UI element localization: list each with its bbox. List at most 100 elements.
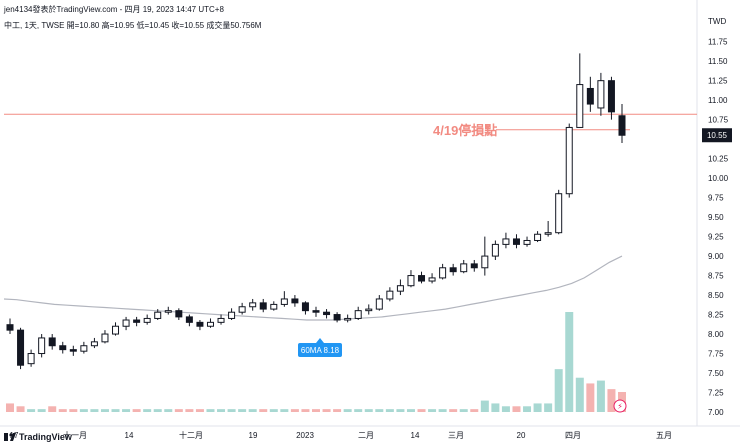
candle-body: [27, 353, 35, 365]
attribution-text: jen4134發表於TradingView.com - 四月 19, 2023 …: [4, 5, 224, 14]
volume-bar: [428, 409, 437, 412]
volume-bar: [6, 403, 14, 412]
volume-bar: [501, 406, 510, 412]
candle-body: [90, 341, 98, 347]
volume-bar: [533, 403, 542, 412]
candle-body: [386, 290, 394, 300]
y-tick-label: 8.25: [708, 311, 724, 320]
y-tick-label: 9.00: [708, 252, 724, 261]
y-tick-label: 10.00: [708, 174, 729, 183]
volume-bar: [217, 409, 226, 412]
volume-bar: [48, 406, 57, 412]
candle-body: [312, 310, 320, 313]
volume-bar: [375, 409, 384, 412]
lightning-icon: ⚡: [617, 402, 623, 411]
candle-body: [80, 345, 88, 352]
volume-bar: [185, 409, 194, 412]
candle-body: [534, 233, 542, 241]
candle-body: [17, 329, 25, 366]
volume-bar: [459, 409, 468, 412]
x-tick-label: 十二月: [179, 430, 203, 440]
volume-bar: [58, 409, 67, 412]
y-tick-label: 10.75: [708, 116, 729, 125]
y-tick-label: 7.50: [708, 369, 724, 378]
x-tick-label: 四月: [565, 431, 581, 440]
candle-body: [407, 275, 415, 287]
tradingview-brand[interactable]: TradingView: [4, 432, 72, 442]
y-tick-label: 8.75: [708, 272, 724, 281]
y-tick-label: 7.25: [708, 389, 724, 398]
volume-bar: [227, 409, 236, 412]
ma-label-pointer: [316, 338, 324, 343]
volume-bar: [100, 409, 109, 412]
volume-bar: [132, 409, 141, 412]
y-tick-label: 8.00: [708, 330, 724, 339]
volume-bar: [79, 409, 88, 412]
candle-body: [101, 333, 109, 343]
candle-body: [502, 238, 510, 245]
candle-body: [428, 277, 436, 282]
candle-body: [291, 298, 299, 304]
volume-bar: [565, 312, 574, 412]
candle-body: [460, 263, 468, 273]
candle-body: [280, 298, 288, 305]
candle-body: [249, 302, 257, 308]
y-tick-label: 7.00: [708, 408, 724, 417]
volume-bar: [122, 409, 131, 412]
candle-body: [164, 310, 172, 313]
tradingview-logo-icon: [4, 433, 16, 441]
volume-bar: [301, 409, 310, 412]
volume-bar: [312, 409, 320, 412]
ohlc-readout: 中工, 1天, TWSE 開=10.80 高=10.95 低=10.45 收=1…: [4, 21, 262, 30]
candle-body: [38, 337, 46, 355]
stop-loss-annotation: 4/19停損點: [433, 123, 497, 138]
volume-bar: [269, 409, 278, 412]
candle-body: [354, 310, 362, 319]
volume-bar: [544, 403, 553, 412]
y-tick-label: 7.75: [708, 350, 724, 359]
candle-body: [333, 314, 341, 321]
candle-body: [122, 319, 130, 327]
volume-bar: [206, 409, 215, 412]
candle-body: [470, 263, 478, 269]
candle-body: [48, 337, 56, 347]
volume-bar: [37, 409, 46, 412]
volume-bar: [607, 389, 616, 412]
candle-body: [365, 308, 373, 312]
x-tick-label: 二月: [358, 431, 374, 440]
event-marker-icon: [613, 399, 627, 413]
last-price-label: 10.55: [707, 131, 728, 140]
candle-body: [607, 80, 615, 113]
volume-bar: [333, 409, 342, 412]
volume-bar: [586, 383, 595, 412]
volume-bar: [322, 409, 331, 412]
volume-bar: [449, 409, 458, 412]
candle-body: [344, 317, 352, 321]
candle-body: [586, 87, 594, 105]
volume-bar: [164, 409, 173, 412]
volume-bar: [259, 409, 268, 412]
candle-body: [185, 316, 193, 323]
candle-body: [143, 317, 151, 323]
x-tick-label: 20: [517, 431, 526, 440]
candle-body: [418, 275, 426, 282]
candle-body: [259, 302, 267, 310]
candle-body: [544, 232, 552, 235]
candle-body: [555, 193, 563, 234]
candle-body: [133, 319, 141, 323]
y-tick-label: 11.50: [708, 57, 728, 66]
volume-bar: [480, 400, 489, 412]
candle-body: [154, 311, 162, 319]
candle-body: [512, 238, 520, 245]
volume-bar: [111, 409, 120, 412]
volume-bar: [575, 377, 584, 412]
ma-60-line: [3, 255, 623, 321]
volume-bar: [195, 409, 204, 412]
candle-body: [206, 321, 214, 327]
candle-body: [396, 285, 404, 292]
x-tick-label: 2023: [296, 431, 314, 440]
volume-bar: [596, 380, 605, 412]
x-tick-label: 19: [249, 431, 258, 440]
candle-body: [449, 267, 457, 273]
